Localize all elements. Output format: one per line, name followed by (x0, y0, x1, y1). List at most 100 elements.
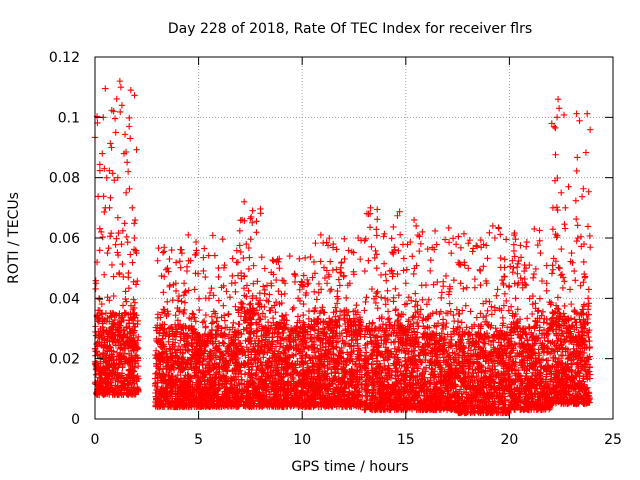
data-point (114, 214, 122, 221)
data-point (134, 277, 141, 285)
data-point (102, 390, 109, 398)
data-point (99, 233, 106, 241)
data-point (132, 323, 139, 330)
data-point (99, 323, 106, 331)
data-point (169, 373, 177, 380)
data-point (131, 92, 138, 99)
data-point (128, 352, 135, 359)
data-point (106, 167, 113, 174)
data-point (176, 257, 184, 265)
data-point (177, 337, 184, 344)
data-point (113, 311, 120, 319)
data-point (124, 389, 131, 396)
data-point (92, 361, 99, 369)
data-point (123, 298, 130, 305)
data-point (127, 361, 134, 369)
data-point (106, 233, 114, 240)
data-point (126, 114, 133, 122)
data-point (97, 360, 104, 367)
data-point (175, 342, 183, 350)
data-point (107, 140, 114, 147)
data-point (135, 386, 142, 394)
data-point (106, 327, 114, 334)
data-point (104, 293, 111, 301)
data-point (185, 339, 193, 347)
data-point (108, 375, 115, 382)
data-point (127, 251, 134, 258)
data-point (175, 292, 183, 300)
data-point (118, 315, 125, 323)
data-point (116, 322, 124, 329)
data-point (94, 193, 102, 200)
data-point (166, 255, 173, 263)
data-point (121, 330, 128, 338)
data-point (124, 238, 131, 246)
data-point (130, 296, 137, 303)
data-point (118, 370, 126, 377)
data-point (113, 235, 120, 242)
data-point (99, 349, 107, 357)
data-point (128, 335, 135, 342)
data-point (115, 229, 122, 237)
data-point (96, 167, 104, 174)
data-point (103, 365, 111, 372)
data-point (92, 285, 99, 293)
data-point (101, 371, 109, 378)
data-point (119, 382, 126, 389)
data-point (181, 299, 189, 306)
data-point (119, 314, 126, 321)
data-point (105, 361, 113, 369)
data-point (162, 354, 170, 361)
data-point (102, 379, 109, 386)
data-point (110, 273, 117, 280)
data-point (106, 355, 114, 362)
data-point (94, 388, 101, 395)
data-point (114, 251, 122, 259)
data-point (102, 328, 110, 335)
data-point (113, 349, 121, 356)
chart-title: Day 228 of 2018, Rate Of TEC Index for r… (168, 21, 532, 37)
data-point (120, 381, 127, 389)
data-point (111, 177, 118, 184)
data-point (98, 342, 105, 349)
data-point (122, 288, 129, 295)
data-point (103, 344, 110, 352)
data-point (95, 391, 103, 398)
data-point (110, 292, 117, 300)
data-point (131, 220, 138, 227)
data-point (129, 259, 136, 266)
data-point (152, 379, 160, 387)
data-point (135, 333, 142, 340)
data-point (123, 374, 130, 382)
data-point (125, 371, 132, 378)
data-point (109, 387, 117, 395)
data-point (126, 185, 133, 193)
data-point (172, 287, 180, 295)
data-point (122, 310, 130, 317)
data-point (176, 306, 183, 314)
data-point (152, 351, 159, 359)
data-point (127, 386, 135, 393)
data-point (102, 354, 109, 362)
data-point (96, 225, 104, 232)
data-point (105, 244, 112, 252)
data-point (130, 320, 137, 327)
data-point (123, 390, 130, 397)
data-point (134, 317, 141, 325)
data-point (130, 246, 138, 253)
data-point (130, 389, 138, 396)
data-point (158, 272, 165, 280)
data-point (134, 345, 142, 352)
data-point (121, 220, 128, 227)
data-point (114, 375, 121, 382)
data-point (109, 170, 116, 177)
data-point (96, 374, 104, 381)
data-point (103, 357, 110, 365)
data-point (125, 356, 133, 363)
data-point (114, 364, 122, 371)
data-point (125, 342, 133, 350)
data-point (130, 278, 137, 285)
data-point (111, 115, 119, 122)
data-point (120, 353, 127, 360)
